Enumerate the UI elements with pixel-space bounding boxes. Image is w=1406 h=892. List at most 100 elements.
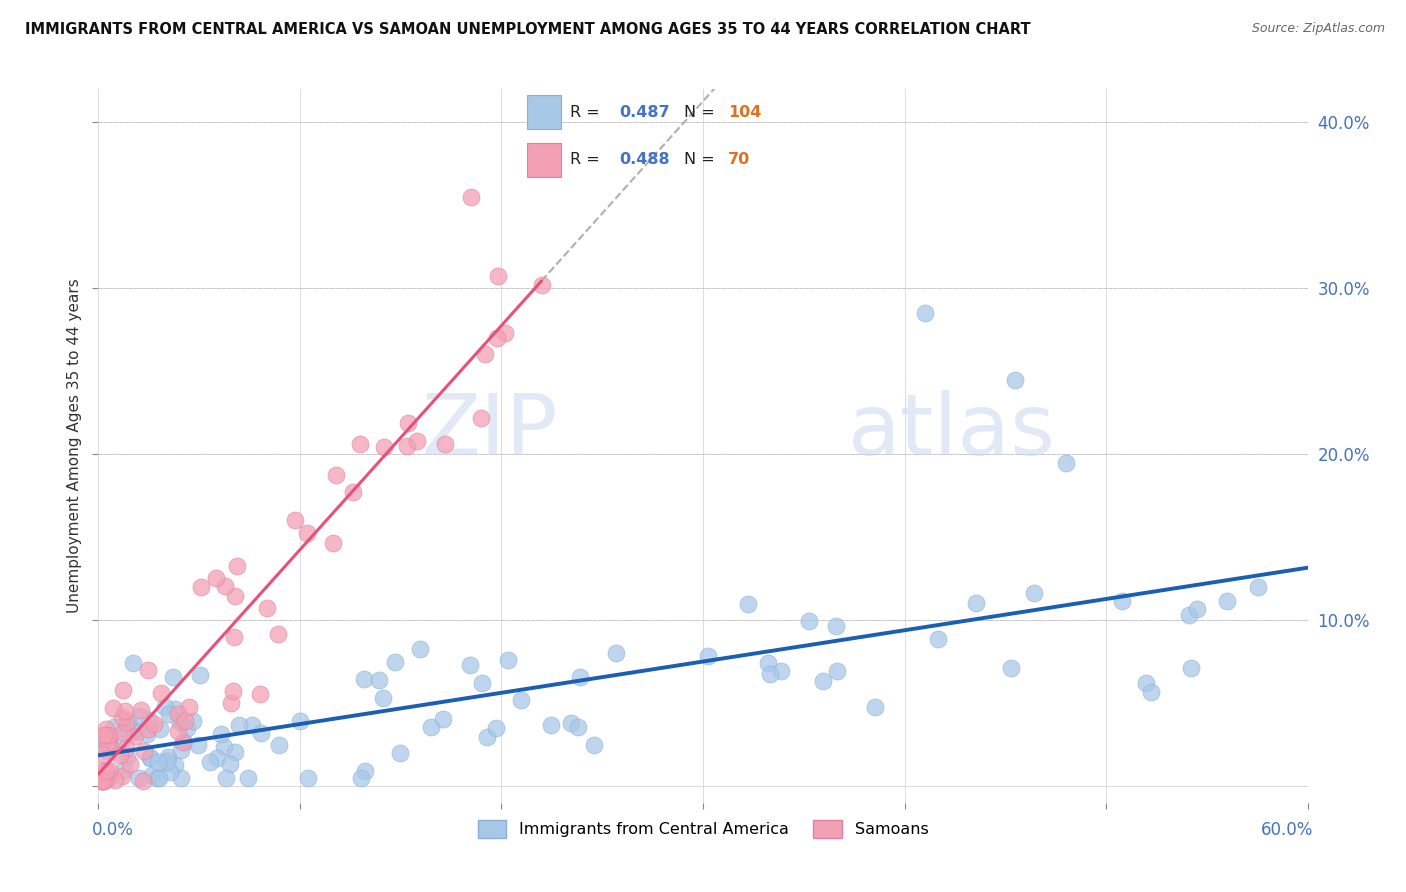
Point xyxy=(496,653,519,667)
Point xyxy=(149,686,172,700)
Point xyxy=(965,596,987,610)
Point xyxy=(813,673,835,688)
Point xyxy=(104,773,127,788)
Point xyxy=(91,774,114,789)
Point xyxy=(284,513,307,527)
Point xyxy=(325,468,347,483)
Point xyxy=(122,656,145,670)
Point xyxy=(215,771,238,785)
Point xyxy=(174,714,197,728)
Point xyxy=(1178,608,1201,623)
Point xyxy=(221,697,243,711)
Point xyxy=(117,749,139,764)
Point xyxy=(224,630,246,644)
Point xyxy=(167,706,190,721)
Point xyxy=(342,485,364,500)
Point xyxy=(405,434,427,448)
Point xyxy=(475,731,498,745)
Point xyxy=(759,667,782,681)
Point xyxy=(162,670,184,684)
Point xyxy=(157,750,180,764)
Point xyxy=(825,619,848,633)
Text: 0.487: 0.487 xyxy=(619,105,669,120)
Text: R =: R = xyxy=(569,105,605,120)
Point xyxy=(226,558,249,573)
Point xyxy=(582,738,605,752)
Point xyxy=(112,725,135,739)
Point xyxy=(114,722,136,736)
Point xyxy=(98,738,121,752)
Point xyxy=(114,704,136,718)
Point xyxy=(91,737,114,751)
Point xyxy=(132,774,155,789)
Point xyxy=(204,571,226,585)
Point xyxy=(172,735,194,749)
Point xyxy=(131,703,153,717)
Point xyxy=(797,614,820,628)
Point xyxy=(149,722,172,736)
Point xyxy=(125,723,148,738)
Point xyxy=(141,768,163,782)
Point xyxy=(165,758,187,772)
Point xyxy=(371,691,394,706)
Point xyxy=(94,764,117,778)
Point xyxy=(110,737,132,751)
Point xyxy=(91,774,114,789)
Point xyxy=(157,706,180,721)
Point xyxy=(368,673,391,688)
Point xyxy=(434,437,457,451)
Point xyxy=(129,709,152,723)
Point xyxy=(1004,373,1026,387)
Point xyxy=(136,663,159,677)
Text: 70: 70 xyxy=(728,153,751,167)
Point xyxy=(159,764,181,779)
Point xyxy=(111,710,134,724)
Point xyxy=(155,699,177,714)
Point xyxy=(118,756,141,771)
Point xyxy=(228,718,250,732)
Point xyxy=(108,747,131,762)
Point xyxy=(91,747,114,761)
Point xyxy=(224,745,246,759)
Y-axis label: Unemployment Among Ages 35 to 44 years: Unemployment Among Ages 35 to 44 years xyxy=(66,278,82,614)
Point xyxy=(122,725,145,739)
Point xyxy=(240,717,263,731)
Text: Source: ZipAtlas.com: Source: ZipAtlas.com xyxy=(1251,22,1385,36)
Point xyxy=(510,692,533,706)
Text: ZIP: ZIP xyxy=(422,390,558,474)
Point xyxy=(1022,586,1045,600)
Point xyxy=(471,675,494,690)
Point xyxy=(1111,593,1133,607)
Text: IMMIGRANTS FROM CENTRAL AMERICA VS SAMOAN UNEMPLOYMENT AMONG AGES 35 TO 44 YEARS: IMMIGRANTS FROM CENTRAL AMERICA VS SAMOA… xyxy=(25,22,1031,37)
Text: R =: R = xyxy=(569,153,605,167)
Bar xyxy=(527,95,561,128)
Point xyxy=(1247,580,1270,594)
Point xyxy=(409,641,432,656)
Point xyxy=(114,714,136,729)
Point xyxy=(98,771,121,785)
Point xyxy=(238,771,260,785)
Point xyxy=(825,664,848,678)
Point xyxy=(91,774,114,789)
Point xyxy=(1185,601,1208,615)
Point xyxy=(758,656,780,670)
Point xyxy=(697,649,720,664)
Text: 60.0%: 60.0% xyxy=(1261,821,1313,838)
Text: N =: N = xyxy=(685,153,720,167)
Point xyxy=(111,683,134,698)
Point xyxy=(485,331,508,345)
Point xyxy=(470,411,492,425)
Text: N =: N = xyxy=(685,105,720,120)
Point xyxy=(267,739,290,753)
Point xyxy=(1216,594,1239,608)
Point xyxy=(396,416,419,430)
Point xyxy=(153,756,176,770)
Point xyxy=(136,723,159,737)
Point xyxy=(1135,676,1157,690)
Point xyxy=(135,726,157,740)
Point xyxy=(605,646,627,660)
Text: atlas: atlas xyxy=(848,390,1056,474)
Point xyxy=(97,729,120,743)
Point xyxy=(432,712,454,726)
Point xyxy=(103,720,125,734)
